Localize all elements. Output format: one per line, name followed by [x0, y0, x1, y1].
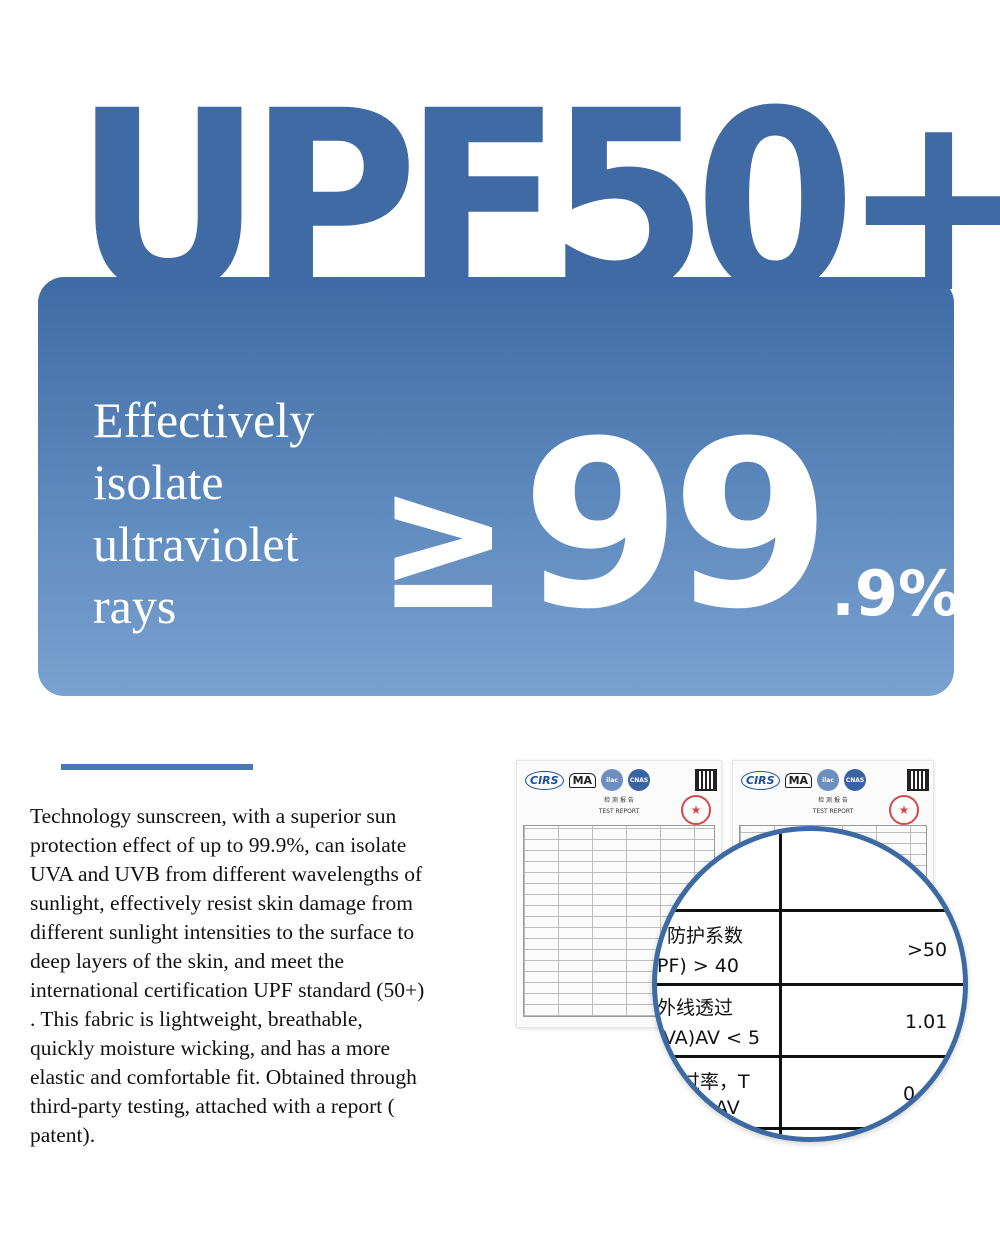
report-logos: CIRS MA ilac CNAS — [517, 761, 721, 791]
star-stamp-icon: ★ — [889, 795, 919, 825]
description-line: patent). — [30, 1123, 96, 1147]
hero-caption-line: isolate — [93, 454, 224, 510]
cirs-logo: CIRS — [525, 770, 564, 790]
hero-caption-line: ultraviolet — [93, 516, 299, 572]
description-line: protection effect of up to 99.9%, can is… — [30, 833, 407, 857]
hero-caption: Effectively isolate ultraviolet rays — [93, 389, 314, 637]
description-line: elastic and comfortable fit. Obtained th… — [30, 1065, 417, 1089]
description-line: third-party testing, attached with a rep… — [30, 1094, 395, 1118]
cnas-logo: CNAS — [844, 769, 867, 791]
zoom-row-label: PF) > 40 — [657, 955, 739, 977]
greater-equal-symbol: ≥ — [378, 431, 509, 652]
ma-logo: MA — [784, 772, 813, 788]
zoomed-report-table: 防护系数 PF) > 40 >50 外线透过 VA)AV < 5 1.01 过率… — [657, 831, 963, 1137]
description-line: UVA and UVB from different wavelengths o… — [30, 862, 423, 886]
hero-caption-line: rays — [93, 578, 177, 634]
description-line: different sunlight intensities to the su… — [30, 920, 415, 944]
ilac-logo: ilac — [817, 769, 840, 791]
zoom-row-label: AV — [715, 1097, 740, 1119]
table-divider — [657, 1127, 963, 1130]
cirs-logo: CIRS — [741, 770, 780, 790]
star-stamp-icon: ★ — [681, 795, 711, 825]
zoom-row-label: 过率，T — [681, 1071, 750, 1093]
zoom-row-label: 防护系数 — [667, 925, 744, 947]
description-text: Technology sunscreen, with a superior su… — [30, 802, 500, 1150]
stat-main-number: 99 — [521, 393, 831, 660]
qr-code-icon — [695, 769, 717, 791]
report-title: 检 测 报 告 — [604, 797, 634, 804]
stat-suffix: .9% — [831, 557, 954, 630]
description-line: . This fabric is lightweight, breathable… — [30, 1007, 363, 1031]
hero-caption-line: Effectively — [93, 392, 315, 448]
table-divider — [657, 983, 963, 986]
description-line: quickly moisture wicking, and has a more — [30, 1036, 391, 1060]
zoom-row-label: VA)AV < 5 — [663, 1027, 761, 1049]
zoom-row-value: >50 — [907, 939, 948, 961]
hero-stat: ≥ 99 .9% — [378, 377, 954, 660]
ilac-logo: ilac — [601, 769, 624, 791]
description-line: Technology sunscreen, with a superior su… — [30, 804, 397, 828]
report-subtitle: TEST REPORT — [598, 808, 640, 815]
report-logos: CIRS MA ilac CNAS — [733, 761, 933, 791]
report-subtitle: TEST REPORT — [812, 808, 854, 815]
hero-card: Effectively isolate ultraviolet rays ≥ 9… — [38, 277, 954, 696]
description-line: international certification UPF standard… — [30, 978, 425, 1002]
qr-code-icon — [907, 769, 929, 791]
magnifier-lens: 防护系数 PF) > 40 >50 外线透过 VA)AV < 5 1.01 过率… — [652, 826, 968, 1142]
ma-logo: MA — [568, 772, 597, 788]
cnas-logo: CNAS — [628, 769, 651, 791]
report-title: 检 测 报 告 — [818, 797, 848, 804]
table-divider — [657, 1055, 963, 1058]
table-divider — [657, 909, 963, 912]
description-line: sunlight, effectively resist skin damage… — [30, 891, 413, 915]
description-line: deep layers of the skin, and meet the — [30, 949, 345, 973]
zoom-row-label: 外线透过 — [657, 997, 734, 1019]
zoom-row-value: 0.4 — [903, 1083, 934, 1105]
accent-divider — [61, 764, 253, 770]
zoom-row-value: 1.01 — [905, 1011, 948, 1033]
